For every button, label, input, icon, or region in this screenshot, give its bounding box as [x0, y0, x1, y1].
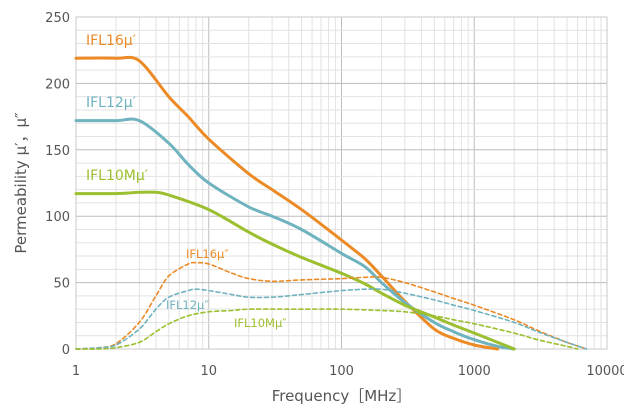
series-label-4: IFL12μ″	[166, 298, 209, 312]
series-line-1	[74, 117, 516, 351]
series-label-5: IFL10Mμ″	[234, 316, 287, 330]
series-labels: IFL16μ′ IFL12μ′ IFL10Mμ′ IFL16μ″ IFL12μ″ IFL1…	[86, 33, 287, 330]
x-tick-label: 1000	[458, 364, 491, 379]
y-tick-label: 0	[62, 343, 70, 358]
x-tick-label: 10	[200, 364, 217, 379]
x-tick-label: 1	[72, 364, 80, 379]
grid	[75, 16, 607, 350]
series-label-2: IFL10Mμ′	[86, 168, 148, 184]
x-tick-label: 10000	[586, 364, 624, 379]
series-line-2	[74, 190, 516, 351]
plot-frame	[75, 16, 608, 350]
y-tick-label: 50	[53, 277, 70, 292]
series-line-4	[75, 288, 588, 350]
series-label-3: IFL16μ″	[186, 247, 229, 261]
series-lines	[74, 55, 588, 351]
series-line-0	[74, 55, 500, 351]
x-axis-title: Frequency［MHz］	[272, 387, 412, 405]
y-tick-label: 200	[45, 77, 70, 92]
y-tick-label: 250	[45, 11, 70, 26]
y-axis-title: Permeability μ′，μ″	[12, 112, 30, 254]
series-label-1: IFL12μ′	[86, 95, 136, 111]
series-label-0: IFL16μ′	[86, 33, 136, 49]
x-tick-label: 100	[329, 364, 354, 379]
tick-labels: 1 10 100 1000 10000 0 50 100 150 200 250	[45, 11, 624, 379]
y-tick-label: 100	[45, 210, 70, 225]
series-line-3	[75, 261, 588, 350]
series-line-5	[75, 308, 579, 350]
y-tick-label: 150	[45, 144, 70, 159]
